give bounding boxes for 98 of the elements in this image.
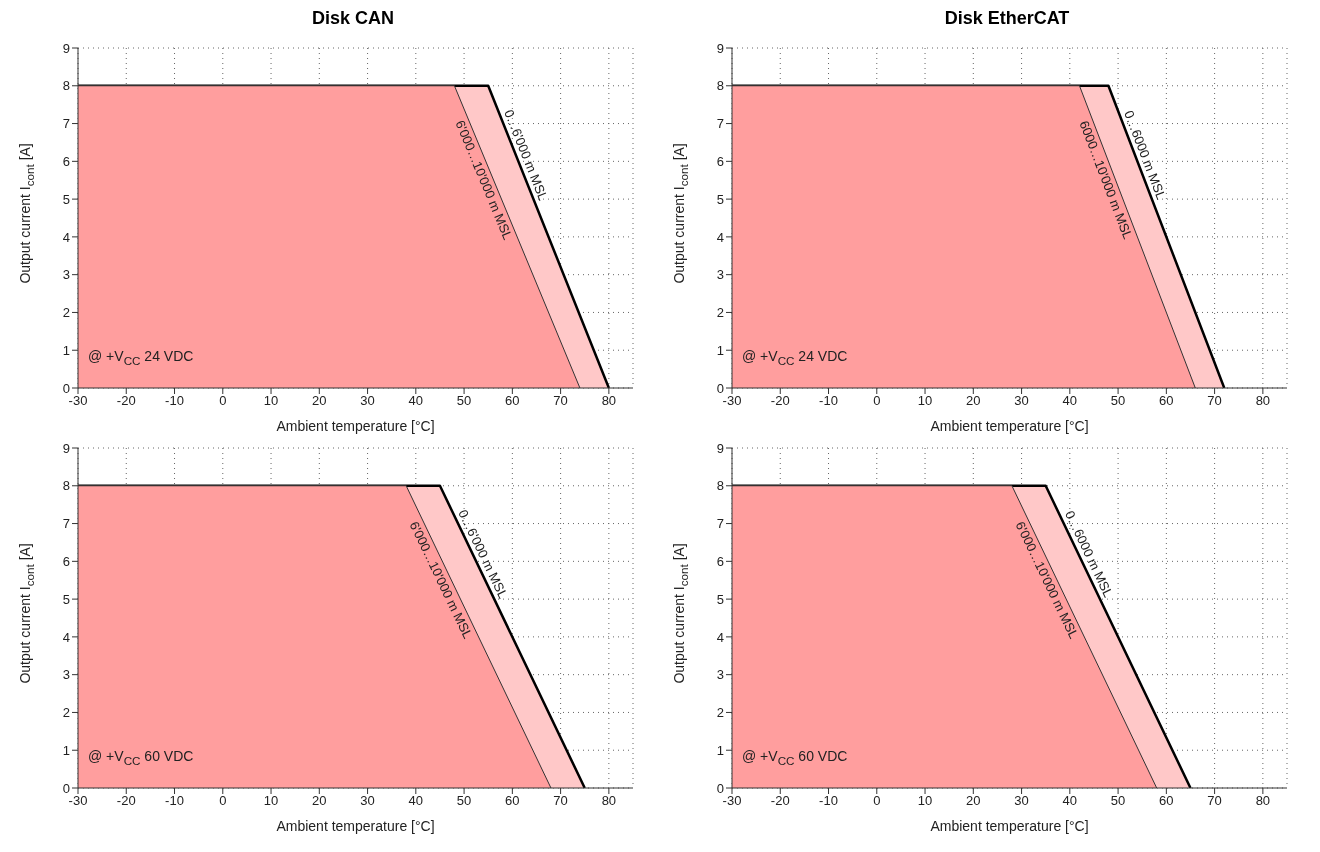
x-tick-label: 30	[360, 393, 375, 409]
x-tick-label: 60	[1159, 393, 1174, 409]
y-tick-label: 3	[62, 267, 70, 283]
x-tick-label: 30	[1014, 393, 1029, 409]
y-tick-label: 0	[716, 780, 724, 796]
x-tick-label: -30	[722, 393, 742, 409]
x-axis-title: Ambient temperature [°C]	[930, 418, 1089, 434]
y-tick-label: 5	[62, 591, 70, 607]
y-tick-label: 0	[716, 380, 724, 396]
x-tick-label: 70	[1207, 793, 1222, 809]
x-tick-label: 80	[601, 393, 617, 409]
y-tick-label: 9	[62, 440, 70, 456]
y-tick-label: 4	[62, 629, 70, 645]
y-tick-label: 2	[62, 305, 70, 321]
y-tick-label: 1	[716, 342, 724, 358]
x-tick-label: 70	[553, 393, 568, 409]
x-tick-label: -30	[68, 793, 88, 809]
x-tick-label: 40	[408, 793, 424, 809]
y-tick-label: 6	[62, 153, 70, 169]
x-tick-label: 40	[408, 393, 424, 409]
x-tick-label: 80	[1255, 793, 1271, 809]
y-tick-label: 1	[716, 742, 724, 758]
y-tick-label: 4	[716, 629, 724, 645]
y-tick-label: 7	[716, 516, 724, 532]
x-tick-label: -10	[165, 393, 184, 409]
x-tick-label: -10	[165, 793, 184, 809]
x-tick-label: -20	[770, 393, 790, 409]
y-tick-label: 3	[62, 667, 70, 683]
x-tick-label: 60	[505, 793, 520, 809]
y-tick-label: 7	[62, 116, 70, 132]
x-tick-label: 10	[263, 393, 279, 409]
x-tick-label: 20	[966, 793, 981, 809]
x-tick-label: 50	[456, 393, 472, 409]
annotation: @ +V$_{CC}$ 60 VDC	[742, 748, 848, 767]
x-tick-label: -30	[68, 393, 88, 409]
annotation: @ +V$_{CC}$ 24 VDC	[742, 348, 848, 367]
x-tick-label: 50	[456, 793, 472, 809]
y-tick-label: 9	[716, 440, 724, 456]
y-tick-label: 0	[62, 780, 70, 796]
chart-title: Disk EtherCAT	[943, 8, 1071, 30]
x-tick-label: 80	[1255, 393, 1271, 409]
y-tick-label: 2	[62, 705, 70, 721]
x-tick-label: 60	[505, 393, 520, 409]
x-axis-title: Ambient temperature [°C]	[930, 818, 1089, 834]
x-axis-title: Ambient temperature [°C]	[276, 418, 435, 434]
chart-title: Disk CAN	[311, 8, 395, 30]
x-tick-label: 10	[917, 793, 933, 809]
x-tick-label: 20	[312, 793, 327, 809]
y-tick-label: 1	[62, 742, 70, 758]
x-tick-label: 10	[917, 393, 933, 409]
x-tick-label: 10	[263, 793, 279, 809]
annotation: @ +V$_{CC}$ 60 VDC	[88, 748, 194, 767]
y-tick-label: 9	[62, 40, 70, 56]
x-tick-label: 20	[312, 393, 327, 409]
y-tick-label: 5	[716, 591, 724, 607]
x-tick-label: 70	[553, 793, 568, 809]
y-tick-label: 7	[62, 516, 70, 532]
x-tick-label: 80	[601, 793, 617, 809]
x-tick-label: 0	[873, 793, 881, 809]
y-tick-label: 9	[716, 40, 724, 56]
y-tick-label: 6	[62, 553, 70, 569]
x-axis-title: Ambient temperature [°C]	[276, 818, 435, 834]
y-tick-label: 5	[716, 191, 724, 207]
x-tick-label: 30	[1014, 793, 1029, 809]
y-tick-label: 6	[716, 553, 724, 569]
x-tick-label: 20	[966, 393, 981, 409]
x-tick-label: -10	[819, 793, 838, 809]
x-tick-label: -30	[722, 793, 742, 809]
x-tick-label: -20	[770, 793, 790, 809]
y-tick-label: 8	[716, 78, 724, 94]
x-tick-label: -20	[116, 393, 136, 409]
y-tick-label: 4	[716, 229, 724, 245]
y-tick-label: 5	[62, 191, 70, 207]
y-tick-label: 2	[716, 705, 724, 721]
y-tick-label: 7	[716, 116, 724, 132]
x-tick-label: 0	[873, 393, 881, 409]
x-tick-label: 40	[1062, 793, 1078, 809]
x-tick-label: 0	[219, 393, 227, 409]
x-tick-label: 70	[1207, 393, 1222, 409]
x-tick-label: 40	[1062, 393, 1078, 409]
y-tick-label: 1	[62, 342, 70, 358]
y-tick-label: 3	[716, 267, 724, 283]
x-tick-label: -20	[116, 793, 136, 809]
y-tick-label: 8	[62, 78, 70, 94]
annotation: @ +V$_{CC}$ 24 VDC	[88, 348, 194, 367]
y-tick-label: 2	[716, 305, 724, 321]
y-tick-label: 8	[716, 478, 724, 494]
y-tick-label: 4	[62, 229, 70, 245]
y-tick-label: 3	[716, 667, 724, 683]
x-tick-label: 60	[1159, 793, 1174, 809]
x-tick-label: 50	[1110, 393, 1126, 409]
y-tick-label: 0	[62, 380, 70, 396]
x-tick-label: -10	[819, 393, 838, 409]
x-tick-label: 0	[219, 793, 227, 809]
x-tick-label: 30	[360, 793, 375, 809]
y-tick-label: 6	[716, 153, 724, 169]
y-tick-label: 8	[62, 478, 70, 494]
x-tick-label: 50	[1110, 793, 1126, 809]
